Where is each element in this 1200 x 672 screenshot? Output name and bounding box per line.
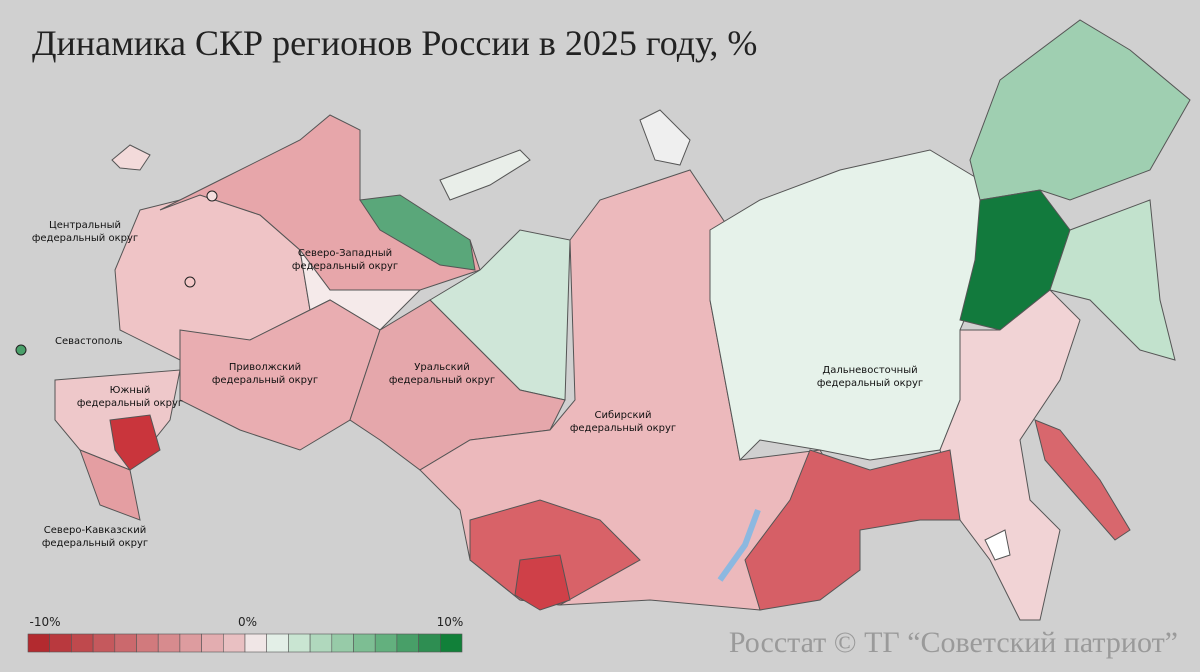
region-labels: Центральный федеральный округ Северо-Запад… <box>32 220 923 549</box>
region <box>984 529 1011 561</box>
legend: -10% 0% 10% <box>27 615 464 653</box>
legend-tick-label: -10% <box>29 615 60 629</box>
legend-swatch <box>309 633 333 653</box>
city-marker <box>206 190 218 202</box>
region-label: Южный <box>110 385 151 396</box>
region-label: федеральный округ <box>212 375 318 386</box>
region <box>744 449 961 611</box>
region <box>469 499 641 606</box>
region <box>111 144 151 171</box>
region <box>709 149 991 462</box>
region-label: Приволжский <box>229 362 301 373</box>
legend-swatch <box>136 633 159 653</box>
legend-swatch <box>179 633 202 653</box>
region-label: Северо-Кавказский <box>44 525 146 536</box>
lake-baikal <box>717 508 761 582</box>
legend-swatch <box>223 633 246 653</box>
region-label: Северо-Западный <box>298 248 392 259</box>
region <box>1049 199 1176 361</box>
legend-swatch <box>374 633 398 653</box>
region-label: федеральный округ <box>570 423 676 434</box>
region-label: федеральный округ <box>817 378 923 389</box>
city-marker <box>15 344 27 356</box>
legend-swatch <box>418 633 441 653</box>
region-label: федеральный округ <box>77 398 183 409</box>
region-label: федеральный округ <box>32 233 138 244</box>
legend-swatch <box>49 633 72 653</box>
legend-swatch <box>266 633 289 653</box>
region-label: федеральный округ <box>42 538 148 549</box>
legend-swatch <box>353 633 376 653</box>
region <box>1034 419 1131 541</box>
legend-swatch <box>27 633 51 653</box>
region <box>639 109 691 166</box>
map-title: Динамика СКР регионов России в 2025 году… <box>32 23 757 63</box>
region <box>939 289 1081 621</box>
region-label: Севастополь <box>55 336 123 347</box>
legend-swatch <box>201 633 224 653</box>
regions <box>15 19 1191 621</box>
legend-swatch <box>288 633 311 653</box>
region <box>79 449 141 521</box>
region <box>439 149 531 201</box>
legend-swatch <box>92 633 116 653</box>
region-label: Сибирский <box>594 410 651 421</box>
legend-swatch <box>396 633 419 653</box>
region <box>109 414 161 471</box>
region-label: федеральный округ <box>389 375 495 386</box>
region <box>359 194 476 271</box>
region-label: Уральский <box>414 362 469 373</box>
legend-tick-label: 0% <box>238 615 257 629</box>
legend-swatch <box>71 633 94 653</box>
legend-swatch <box>331 633 354 653</box>
legend-swatch <box>114 633 137 653</box>
region-label: Центральный <box>49 220 121 231</box>
legend-tick-label: 10% <box>437 615 464 629</box>
city-marker <box>184 276 196 288</box>
region-label: Дальневосточный <box>822 365 917 376</box>
legend-swatch <box>157 633 181 653</box>
legend-swatch <box>439 633 463 653</box>
region <box>514 554 571 611</box>
region-label: федеральный округ <box>292 261 398 272</box>
legend-swatch <box>244 633 268 653</box>
source: Росстат © ТГ “Советский патриот” <box>729 626 1178 659</box>
region <box>969 19 1191 201</box>
